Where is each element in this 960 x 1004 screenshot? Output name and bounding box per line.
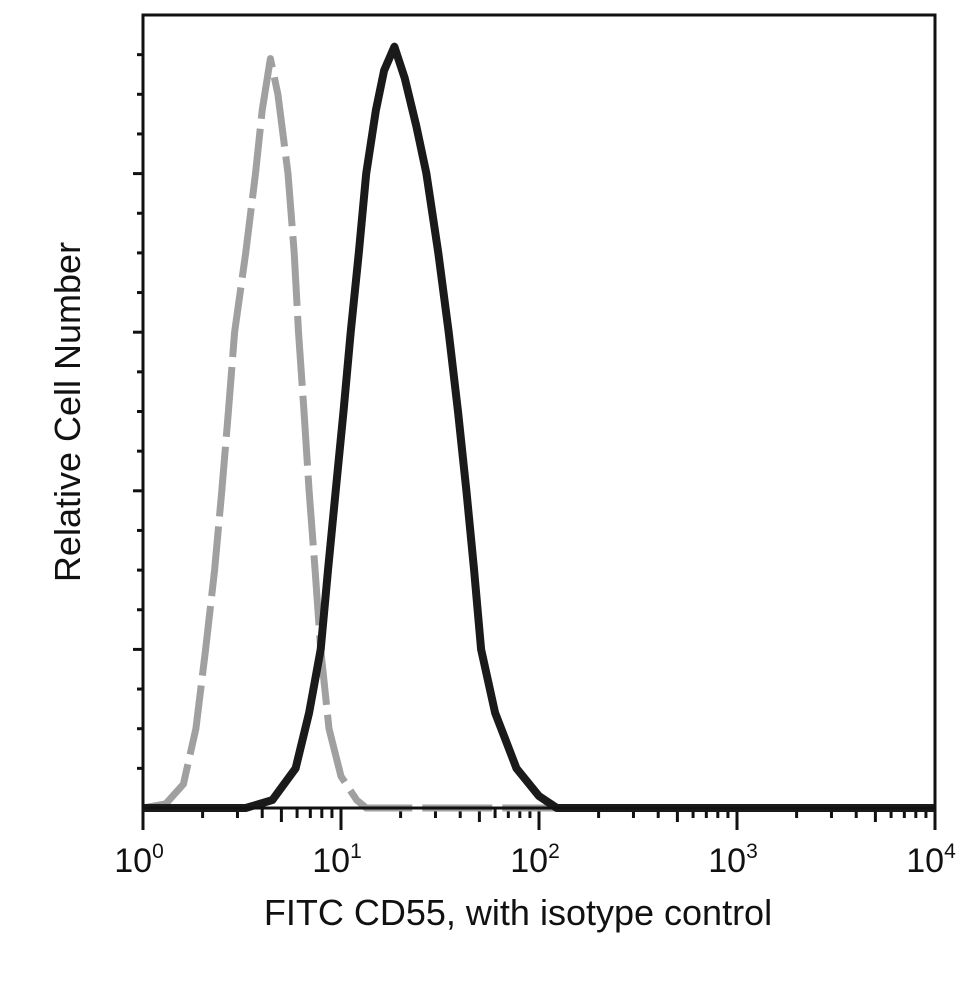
x-tick-labels: 100 101 102 103 104 — [114, 840, 956, 880]
cd55-curve — [143, 42, 935, 812]
series-layer — [142, 42, 935, 812]
plot-frame — [141, 13, 937, 810]
x-tick-label: 100 — [114, 840, 164, 880]
x-tick-label: 101 — [312, 840, 362, 880]
x-tick-label: 104 — [906, 840, 956, 880]
x-tick-label: 103 — [708, 840, 758, 880]
y-axis-label: Relative Cell Number — [47, 242, 88, 582]
isotype-control-curve — [142, 55, 935, 812]
x-tick-label: 102 — [510, 840, 560, 880]
x-axis-label: FITC CD55, with isotype control — [264, 892, 772, 933]
